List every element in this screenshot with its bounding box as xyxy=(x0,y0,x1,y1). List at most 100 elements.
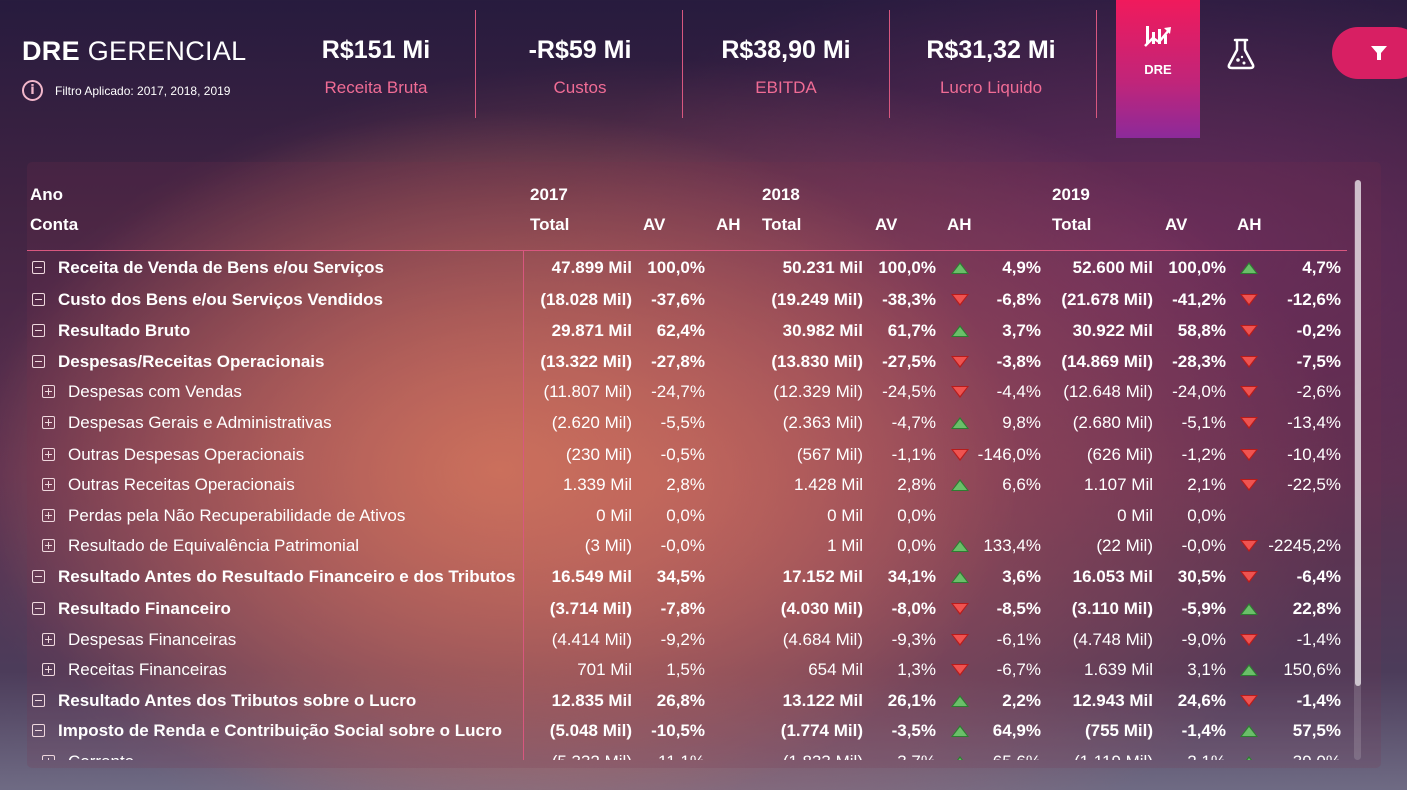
ah-2019: -13,4% xyxy=(1287,413,1341,432)
av-2018: -27,5% xyxy=(882,352,936,371)
header-ah-2018[interactable]: AH xyxy=(947,215,972,234)
av-2018: -1,1% xyxy=(891,445,936,464)
total-2017: (11.807 Mil) xyxy=(543,382,633,401)
av-2018: -3,5% xyxy=(891,721,936,740)
collapse-icon[interactable] xyxy=(32,694,45,707)
account-name: Resultado de Equivalência Patrimonial xyxy=(68,536,360,555)
header-ah-2019[interactable]: AH xyxy=(1237,215,1262,234)
av-2018: -4,7% xyxy=(891,413,936,432)
account-name: Outras Despesas Operacionais xyxy=(68,445,305,464)
trend-down-icon xyxy=(1240,479,1258,491)
table-row[interactable]: Corrente (5.332 Mil) -11,1% (1.833 Mil) -3,7… xyxy=(0,746,1407,760)
trend-up-icon xyxy=(951,417,969,429)
ah-2018: 133,4% xyxy=(983,536,1041,555)
collapse-icon[interactable] xyxy=(32,324,45,337)
table-row[interactable]: Imposto de Renda e Contribuição Social s… xyxy=(0,715,1407,746)
total-2017: (13.322 Mil) xyxy=(540,352,632,371)
flask-icon[interactable] xyxy=(1226,38,1256,70)
total-2019: 16.053 Mil xyxy=(1072,567,1153,586)
total-2018: 1.428 Mil xyxy=(794,475,863,494)
header-divider xyxy=(27,250,1347,251)
table-row[interactable]: Resultado Financeiro (3.714 Mil) -7,8% (4.0… xyxy=(0,593,1407,624)
trend-up-icon xyxy=(1240,664,1258,676)
trend-up-icon xyxy=(951,725,969,737)
trend-down-icon xyxy=(1240,695,1258,707)
av-2018: 26,1% xyxy=(887,691,936,710)
kpi-value: -R$59 Mi xyxy=(528,36,632,64)
av-2017: 34,5% xyxy=(656,567,705,586)
table-row[interactable]: Despesas com Vendas (11.807 Mil) -24,7% (12… xyxy=(0,376,1407,407)
collapse-icon[interactable] xyxy=(32,602,45,615)
total-2019: 1.107 Mil xyxy=(1084,475,1153,494)
av-2018: 61,7% xyxy=(887,321,936,340)
info-icon[interactable]: i xyxy=(22,80,43,101)
collapse-icon[interactable] xyxy=(32,261,45,274)
table-body: Receita de Venda de Bens e/ou Serviços 47… xyxy=(0,252,1407,760)
ah-2018: 2,2% xyxy=(1002,691,1041,710)
table-row[interactable]: Receitas Financeiras 701 Mil 1,5% 654 Mil 1,… xyxy=(0,654,1407,685)
header-av-2017[interactable]: AV xyxy=(643,215,666,234)
expand-icon[interactable] xyxy=(42,755,55,760)
ah-2018: 9,8% xyxy=(1002,413,1041,432)
header-av-2019[interactable]: AV xyxy=(1165,215,1188,234)
av-2019: 2,1% xyxy=(1187,475,1226,494)
table-row[interactable]: Perdas pela Não Recuperabilidade de Ativ… xyxy=(0,500,1407,531)
expand-icon[interactable] xyxy=(42,478,55,491)
total-2018: 50.231 Mil xyxy=(782,258,863,277)
table-row[interactable]: Receita de Venda de Bens e/ou Serviços 47… xyxy=(0,252,1407,283)
expand-icon[interactable] xyxy=(42,633,55,646)
filter-icon xyxy=(1371,46,1387,60)
table-row[interactable]: Despesas Gerais e Administrativas (2.620 … xyxy=(0,407,1407,438)
trend-down-icon xyxy=(1240,294,1258,306)
scrollbar-thumb[interactable] xyxy=(1355,180,1361,686)
av-2017: -7,8% xyxy=(660,599,705,618)
ah-2018: 6,6% xyxy=(1002,475,1041,494)
total-2019: 52.600 Mil xyxy=(1072,258,1153,277)
total-2017: (3.714 Mil) xyxy=(549,599,632,618)
av-2019: -5,9% xyxy=(1181,599,1226,618)
nav-dre-label: DRE xyxy=(1144,62,1172,77)
total-2019: 0 Mil xyxy=(1117,506,1153,525)
table-row[interactable]: Custo dos Bens e/ou Serviços Vendidos (18… xyxy=(0,284,1407,315)
header-ah-2017[interactable]: AH xyxy=(716,215,741,234)
collapse-icon[interactable] xyxy=(32,293,45,306)
table-row[interactable]: Outras Receitas Operacionais 1.339 Mil 2,8… xyxy=(0,469,1407,500)
filter-button[interactable] xyxy=(1332,27,1407,79)
trend-up-icon xyxy=(1240,262,1258,274)
total-2018: 30.982 Mil xyxy=(782,321,863,340)
collapse-icon[interactable] xyxy=(32,570,45,583)
total-2019: (755 Mil) xyxy=(1084,721,1153,740)
table-row[interactable]: Resultado Antes dos Tributos sobre o Luc… xyxy=(0,685,1407,716)
expand-icon[interactable] xyxy=(42,663,55,676)
total-2017: (5.332 Mil) xyxy=(530,746,632,760)
collapse-icon[interactable] xyxy=(32,355,45,368)
table-row[interactable]: Despesas/Receitas Operacionais (13.322 Mi… xyxy=(0,346,1407,377)
header-total-2019[interactable]: Total xyxy=(1052,215,1092,234)
expand-icon[interactable] xyxy=(42,448,55,461)
av-2019: -1,4% xyxy=(1181,721,1226,740)
table-row[interactable]: Resultado Bruto 29.871 Mil 62,4% 30.982 Mil… xyxy=(0,315,1407,346)
trend-down-icon xyxy=(1240,356,1258,368)
av-2019: 58,8% xyxy=(1177,321,1226,340)
expand-icon[interactable] xyxy=(42,416,55,429)
ah-2018: 4,9% xyxy=(1002,258,1041,277)
total-2017: 1.339 Mil xyxy=(563,475,632,494)
total-2017: 12.835 Mil xyxy=(551,691,632,710)
expand-icon[interactable] xyxy=(42,539,55,552)
nav-dre-button[interactable]: DRE xyxy=(1116,0,1200,138)
table-row[interactable]: Despesas Financeiras (4.414 Mil) -9,2% (4.6… xyxy=(0,624,1407,655)
collapse-icon[interactable] xyxy=(32,724,45,737)
account-name: Despesas Gerais e Administrativas xyxy=(68,413,332,432)
total-2018: 1 Mil xyxy=(827,536,863,555)
expand-icon[interactable] xyxy=(42,385,55,398)
av-2017: -5,5% xyxy=(660,413,705,432)
ah-2019: -6,4% xyxy=(1296,567,1341,586)
header-conta: Conta xyxy=(30,215,79,234)
header-total-2017[interactable]: Total xyxy=(530,215,570,234)
header-av-2018[interactable]: AV xyxy=(875,215,898,234)
header-total-2018[interactable]: Total xyxy=(762,215,802,234)
table-row[interactable]: Outras Despesas Operacionais (230 Mil) -0,… xyxy=(0,439,1407,470)
expand-icon[interactable] xyxy=(42,509,55,522)
table-row[interactable]: Resultado Antes do Resultado Financeiro … xyxy=(0,561,1407,592)
table-row[interactable]: Resultado de Equivalência Patrimonial (3 … xyxy=(0,530,1407,561)
